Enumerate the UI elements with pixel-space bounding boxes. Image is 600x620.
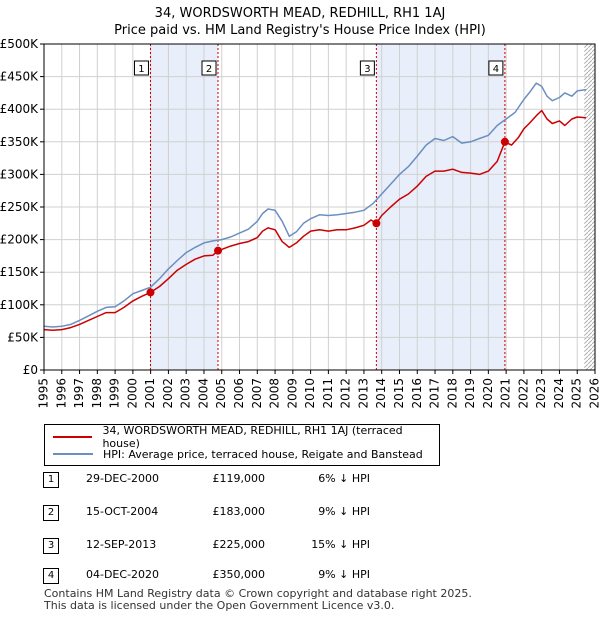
x-tick-label: 1998 [90, 378, 104, 409]
sale-hpi-diff: 6% ↓ HPI [318, 472, 370, 485]
x-tick-label: 2022 [516, 378, 530, 409]
x-tick-label: 2026 [588, 378, 600, 409]
sale-price: £350,000 [212, 568, 266, 581]
property-price-line [43, 109, 587, 331]
x-tick-label: 2013 [356, 378, 370, 409]
x-tick-label: 2008 [268, 378, 282, 409]
sale-row: 3 12-SEP-2013 £225,000 15% ↓ HPI [0, 538, 600, 558]
y-tick-label: £400K [0, 102, 39, 116]
y-tick-label: £500K [0, 37, 39, 51]
x-tick-label: 2000 [125, 378, 139, 409]
footer-licence: This data is licensed under the Open Gov… [44, 599, 395, 612]
sale-row: 2 15-OCT-2004 £183,000 9% ↓ HPI [0, 505, 600, 525]
legend-label-property: 34, WORDSWORTH MEAD, REDHILL, RH1 1AJ (t… [102, 424, 403, 450]
price-chart: £0 £50K £100K £150K £200K £250K £300K £350K £400… [0, 37, 600, 409]
y-tick-label: £250K [0, 200, 39, 214]
sale-price: £225,000 [212, 538, 266, 551]
sale-price: £183,000 [212, 505, 266, 518]
sale-point [214, 246, 223, 255]
legend-line-property [53, 436, 93, 438]
x-tick-label: 2003 [179, 378, 193, 409]
sale-date: 29-DEC-2000 [86, 472, 160, 485]
chart-marker-label: 4 [493, 64, 499, 75]
x-tick-label: 2002 [161, 378, 175, 409]
x-tick-label: 2001 [143, 378, 157, 409]
chart-marker-label: 1 [138, 64, 144, 75]
chart-marker-label: 3 [364, 64, 370, 75]
sale-number-badge: 4 [43, 568, 59, 584]
footer-copyright: Contains HM Land Registry data © Crown c… [44, 587, 472, 600]
x-tick-label: 2006 [232, 378, 246, 409]
sale-date: 12-SEP-2013 [86, 538, 157, 551]
x-tick-label: 1995 [37, 378, 51, 409]
sale-price: £119,000 [212, 472, 266, 485]
x-tick-label: 2004 [196, 378, 210, 409]
y-tick-label: £200K [0, 233, 39, 247]
x-tick-label: 2024 [552, 378, 566, 409]
x-tick-label: 2015 [392, 378, 406, 409]
x-tick-label: 1996 [54, 378, 68, 409]
x-tick-label: 2018 [445, 378, 459, 409]
y-tick-label: £50K [7, 330, 39, 344]
x-tick-label: 2020 [481, 378, 495, 409]
chart-marker-badge [133, 60, 149, 76]
sale-row: 4 04-DEC-2020 £350,000 9% ↓ HPI [0, 568, 600, 588]
x-tick-label: 2012 [339, 378, 353, 409]
sale-point [500, 137, 509, 146]
y-tick-label: £350K [0, 135, 39, 149]
x-tick-label: 2016 [410, 378, 424, 409]
chart-marker-badge [201, 60, 217, 76]
chart-marker-label: 2 [206, 64, 212, 75]
sale-point [372, 219, 381, 228]
legend-label-hpi: HPI: Average price, terraced house, Reig… [103, 447, 423, 461]
y-tick-label: £150K [0, 265, 39, 279]
chart-title-subtitle: Price paid vs. HM Land Registry's House … [114, 23, 486, 38]
y-tick-label: £300K [0, 167, 39, 181]
chart-marker-badge [488, 60, 504, 76]
sale-number-badge: 2 [43, 505, 59, 521]
x-tick-label: 2021 [499, 378, 513, 409]
x-tick-label: 2019 [463, 378, 477, 409]
x-tick-label: 2023 [534, 378, 548, 409]
x-tick-label: 2017 [428, 378, 442, 409]
x-tick-label: 1999 [108, 378, 122, 409]
sale-hpi-diff: 9% ↓ HPI [318, 568, 370, 581]
sale-date: 04-DEC-2020 [86, 568, 160, 581]
chart-legend: 34, WORDSWORTH MEAD, REDHILL, RH1 1AJ (t… [44, 424, 440, 466]
x-tick-label: 2009 [285, 378, 299, 409]
x-tick-label: 2010 [303, 378, 317, 409]
sale-number-badge: 1 [43, 472, 59, 488]
footer-attribution: Contains HM Land Registry data © Crown c… [44, 588, 472, 612]
legend-line-hpi [53, 453, 93, 455]
hpi-line [43, 82, 587, 328]
x-tick-label: 2005 [214, 378, 228, 409]
sale-hpi-diff: 15% ↓ HPI [311, 538, 370, 551]
legend-item-property: 34, WORDSWORTH MEAD, REDHILL, RH1 1AJ (t… [53, 424, 439, 450]
sale-date: 15-OCT-2004 [86, 505, 159, 518]
chart-marker-badge [359, 60, 375, 76]
y-tick-label: £0 [23, 363, 38, 377]
chart-title-address: 34, WORDSWORTH MEAD, REDHILL, RH1 1AJ [154, 6, 446, 21]
x-tick-label: 2014 [374, 378, 388, 409]
legend-item-hpi: HPI: Average price, terraced house, Reig… [53, 446, 423, 462]
x-tick-label: 2011 [321, 378, 335, 409]
x-tick-label: 2007 [250, 378, 264, 409]
sale-point [146, 288, 155, 297]
x-tick-label: 1997 [72, 378, 86, 409]
y-tick-label: £450K [0, 70, 39, 84]
y-tick-label: £100K [0, 298, 39, 312]
sale-number-badge: 3 [43, 538, 59, 554]
sale-hpi-diff: 9% ↓ HPI [318, 505, 370, 518]
sale-row: 1 29-DEC-2000 £119,000 6% ↓ HPI [0, 472, 600, 492]
x-tick-label: 2025 [570, 378, 584, 409]
